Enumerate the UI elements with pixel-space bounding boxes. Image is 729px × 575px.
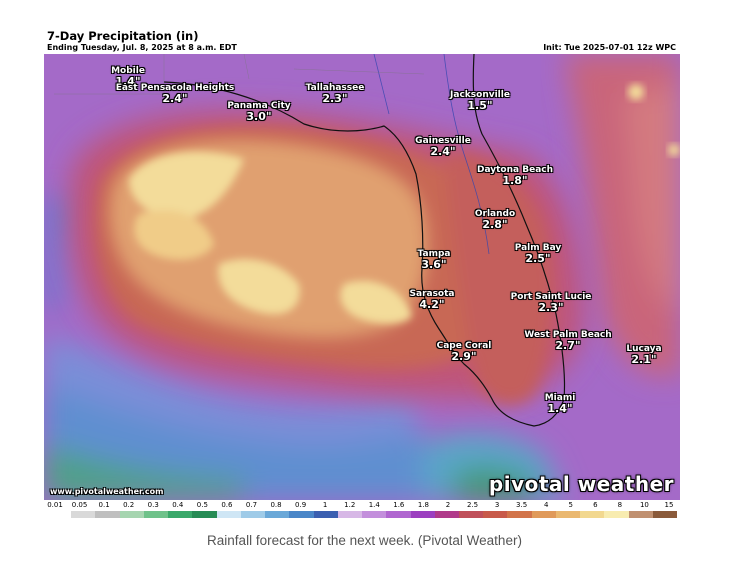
legend-tick-label: 10 xyxy=(639,501,649,509)
legend-tick-label: 15 xyxy=(664,501,674,509)
legend-swatch xyxy=(265,511,290,518)
legend-tick-label: 0.6 xyxy=(221,501,233,509)
legend-tick-label: 5 xyxy=(568,501,573,509)
legend-swatch xyxy=(143,511,169,518)
legend-tick-label: 1.2 xyxy=(344,501,356,509)
legend-swatch xyxy=(604,511,629,518)
legend-swatch xyxy=(555,511,581,518)
city-label: Palm Bay 2.5" xyxy=(514,243,562,265)
legend-swatch xyxy=(458,511,484,518)
precipitation-map: Mobile 1.4" East Pensacola Heights 2.4" Pa… xyxy=(44,54,680,500)
legend-swatch xyxy=(337,511,363,518)
legend-tick-label: 0.4 xyxy=(172,501,184,509)
legend-tick-label: 0.5 xyxy=(196,501,208,509)
watermark-site: www.pivotalweather.com xyxy=(50,487,164,496)
image-caption: Rainfall forecast for the next week. (Pi… xyxy=(207,533,522,548)
legend-swatch xyxy=(216,511,241,518)
city-label: Cape Coral 2.9" xyxy=(436,341,492,363)
legend-swatch xyxy=(168,511,193,518)
city-label: West Palm Beach 2.7" xyxy=(524,330,612,352)
city-label: Orlando 2.8" xyxy=(474,209,516,231)
legend-tick-label: 0.01 xyxy=(47,501,63,509)
city-label: Lucaya 2.1" xyxy=(626,344,662,366)
city-label: Panama City 3.0" xyxy=(227,101,291,123)
legend-tick-label: 0.05 xyxy=(71,501,88,509)
city-label: Mobile 1.4" xyxy=(111,66,145,88)
legend-swatch xyxy=(434,511,459,518)
legend-swatch xyxy=(580,511,605,518)
legend-color-bar xyxy=(47,511,678,518)
legend-tick-label: 0.1 xyxy=(98,501,110,509)
legend-tick-label: 0.9 xyxy=(295,501,307,509)
legend-tick-label: 4 xyxy=(543,501,549,509)
map-init-time: Init: Tue 2025-07-01 12z WPC xyxy=(543,43,676,52)
legend-tick-label: 8 xyxy=(617,501,623,509)
legend-tick-label: 2.5 xyxy=(466,501,479,509)
legend-tick-label: 0.3 xyxy=(147,501,159,509)
legend-tick-label: 3.5 xyxy=(516,501,528,509)
watermark-brand: pivotal weather xyxy=(488,472,674,496)
legend-swatch xyxy=(410,511,435,518)
legend-tick-label: 0.2 xyxy=(123,501,135,509)
legend-swatch xyxy=(240,511,266,518)
color-legend: 0.01 0.05 0.1 0.2 0.3 0.4 0.5 0.6 0.7 0.8 0.9 1 1.2 1… xyxy=(47,501,678,521)
map-subtitle: Ending Tuesday, Jul. 8, 2025 at 8 a.m. E… xyxy=(47,43,237,52)
florida-coastline xyxy=(163,54,566,427)
legend-swatch xyxy=(289,511,314,518)
legend-swatch xyxy=(386,511,411,518)
legend-swatch xyxy=(531,511,556,518)
legend-tick-label: 0.7 xyxy=(245,501,258,509)
city-label: East Pensacola Heights 2.4" xyxy=(115,83,235,105)
legend-swatch xyxy=(652,511,678,518)
legend-tick-label: 1 xyxy=(322,501,328,509)
city-label: Sarasota 4.2" xyxy=(409,289,455,311)
legend-swatch xyxy=(483,511,508,518)
legend-swatch xyxy=(95,511,120,518)
map-title: 7-Day Precipitation (in) xyxy=(47,29,199,43)
legend-swatch xyxy=(507,511,532,518)
city-label: Daytona Beach 1.8" xyxy=(476,165,554,187)
legend-tick-label: 1.6 xyxy=(393,501,405,509)
legend-tick-label: 1.4 xyxy=(368,501,380,509)
legend-swatch xyxy=(313,511,338,518)
city-label: Jacksonville 1.5" xyxy=(450,90,510,112)
city-label: Tampa 3.6" xyxy=(417,249,451,271)
legend-swatch xyxy=(192,511,217,518)
city-label: Gainesville 2.4" xyxy=(415,136,471,158)
city-label: Port Saint Lucie 2.3" xyxy=(510,292,592,314)
legend-tick-label: 6 xyxy=(593,501,598,509)
legend-tick-label: 3 xyxy=(494,501,500,509)
legend-tick-label: 0.8 xyxy=(270,501,282,509)
legend-swatch xyxy=(71,511,96,518)
legend-tick-label: 1.8 xyxy=(417,501,429,509)
city-label: Tallahassee 2.3" xyxy=(305,83,365,105)
legend-tick-label: 2 xyxy=(445,501,451,509)
legend-swatch xyxy=(119,511,144,518)
map-shading xyxy=(44,54,680,500)
legend-swatch xyxy=(47,511,72,518)
legend-ticks: 0.01 0.05 0.1 0.2 0.3 0.4 0.5 0.6 0.7 0.8 0.9 1 1.2 1… xyxy=(47,501,677,511)
legend-swatch xyxy=(628,511,653,518)
city-label: Miami 1.4" xyxy=(544,393,576,415)
legend-swatch xyxy=(362,511,387,518)
